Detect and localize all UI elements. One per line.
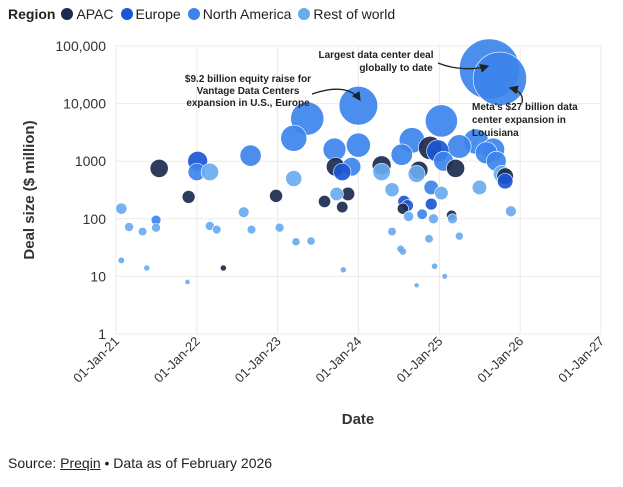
data-point-rest-of-world[interactable]	[431, 263, 438, 270]
legend-label-apac: APAC	[76, 6, 114, 22]
data-point-north-america[interactable]	[425, 104, 458, 138]
data-point-rest-of-world[interactable]	[274, 222, 285, 233]
source-prefix: Source:	[8, 455, 57, 471]
data-point-rest-of-world[interactable]	[329, 186, 344, 201]
data-point-rest-of-world[interactable]	[425, 234, 433, 243]
data-point-rest-of-world[interactable]	[151, 222, 161, 233]
data-point-apac[interactable]	[269, 189, 283, 203]
data-point-rest-of-world[interactable]	[340, 267, 347, 273]
data-point-rest-of-world[interactable]	[384, 182, 400, 198]
data-point-rest-of-world[interactable]	[454, 231, 464, 241]
data-point-rest-of-world[interactable]	[144, 265, 150, 271]
x-axis-label: Date	[342, 411, 375, 428]
data-point-rest-of-world[interactable]	[307, 237, 315, 245]
data-point-rest-of-world[interactable]	[434, 185, 449, 201]
data-point-rest-of-world[interactable]	[292, 237, 300, 246]
data-point-apac[interactable]	[396, 202, 409, 215]
legend-item-north-america[interactable]: North America	[187, 6, 292, 22]
data-point-north-america[interactable]	[338, 86, 379, 126]
data-point-rest-of-world[interactable]	[505, 205, 517, 218]
data-point-apac[interactable]	[318, 195, 331, 208]
legend-item-europe[interactable]: Europe	[120, 6, 181, 22]
annotation-largest-deal: Largest data center deal globally to date	[318, 50, 433, 74]
data-point-rest-of-world[interactable]	[137, 227, 148, 237]
data-points	[115, 38, 527, 288]
data-point-rest-of-world[interactable]	[428, 213, 439, 225]
x-tick-label: 01-Jan-21	[70, 334, 122, 386]
y-tick-label: 10,000	[63, 96, 106, 112]
annotation-meta: Meta's $27 billion data center expansion …	[472, 102, 578, 139]
legend-swatch-europe	[120, 8, 133, 20]
data-point-rest-of-world[interactable]	[246, 224, 257, 235]
legend-swatch-apac	[61, 8, 74, 20]
source-suffix: • Data as of February 2026	[104, 455, 273, 471]
data-point-apac[interactable]	[181, 190, 196, 204]
data-point-north-america[interactable]	[416, 208, 428, 220]
data-point-apac[interactable]	[220, 265, 227, 271]
data-point-rest-of-world[interactable]	[403, 210, 415, 222]
data-point-rest-of-world[interactable]	[118, 257, 125, 264]
data-point-north-america[interactable]	[346, 132, 371, 158]
data-point-europe[interactable]	[497, 173, 514, 190]
data-point-rest-of-world[interactable]	[124, 222, 134, 232]
data-point-europe[interactable]	[424, 197, 438, 211]
data-point-rest-of-world[interactable]	[372, 162, 391, 182]
x-tick-label: 01-Jan-27	[555, 334, 607, 386]
data-point-apac[interactable]	[446, 158, 465, 178]
legend-label-europe: Europe	[135, 6, 181, 22]
legend-label-rest-of-world: Rest of world	[313, 6, 396, 22]
data-point-rest-of-world[interactable]	[471, 179, 488, 196]
data-point-rest-of-world[interactable]	[212, 224, 222, 235]
x-axis-ticks: 01-Jan-21 01-Jan-22 01-Jan-23 01-Jan-24 01-J…	[70, 334, 607, 386]
data-point-rest-of-world[interactable]	[442, 273, 448, 279]
data-point-rest-of-world[interactable]	[185, 279, 190, 285]
legend-swatch-rest-of-world	[298, 8, 311, 20]
data-point-rest-of-world[interactable]	[407, 165, 426, 183]
annotation-arrow-largest-deal	[437, 62, 490, 73]
y-tick-label: 1000	[75, 153, 106, 169]
y-tick-label: 10	[90, 268, 106, 284]
y-tick-label: 100,000	[55, 38, 106, 54]
data-point-rest-of-world[interactable]	[447, 213, 458, 225]
data-point-north-america[interactable]	[280, 124, 308, 152]
legend-item-apac[interactable]: APAC	[61, 6, 114, 22]
x-tick-label: 01-Jan-22	[151, 334, 203, 386]
legend-item-rest-of-world[interactable]: Rest of world	[298, 6, 395, 22]
data-point-apac[interactable]	[149, 158, 169, 178]
annotation-vantage: $9.2 billion equity raise for Vantage Dat…	[185, 74, 311, 109]
y-axis-label: Deal size ($ million)	[21, 120, 38, 259]
x-tick-label: 01-Jan-24	[313, 334, 365, 386]
y-axis-ticks: 1 10 100 1000 10,000 100,000	[55, 38, 106, 342]
data-point-north-america[interactable]	[239, 144, 262, 167]
data-point-rest-of-world[interactable]	[200, 162, 219, 182]
legend: Region APAC Europe North America Rest of…	[8, 6, 402, 22]
data-point-europe[interactable]	[333, 162, 352, 182]
data-point-rest-of-world[interactable]	[115, 202, 128, 215]
x-tick-label: 01-Jan-25	[394, 334, 446, 386]
annotation-arrow-vantage	[311, 88, 361, 102]
annotations: $9.2 billion equity raise for Vantage Dat…	[185, 50, 578, 139]
legend-swatch-north-america	[187, 8, 200, 20]
x-tick-label: 01-Jan-26	[474, 334, 526, 386]
legend-label-north-america: North America	[202, 6, 292, 22]
data-point-rest-of-world[interactable]	[285, 170, 303, 187]
source-link[interactable]: Preqin	[60, 455, 101, 471]
y-tick-label: 100	[83, 211, 107, 227]
data-point-rest-of-world[interactable]	[387, 227, 397, 237]
x-tick-label: 01-Jan-23	[232, 334, 284, 386]
data-point-north-america[interactable]	[472, 51, 527, 106]
legend-title: Region	[8, 6, 56, 22]
y-tick-label: 1	[98, 326, 106, 342]
data-point-rest-of-world[interactable]	[238, 206, 250, 218]
source-note: Source: Preqin • Data as of February 202…	[8, 455, 272, 471]
data-point-rest-of-world[interactable]	[399, 248, 407, 255]
data-point-apac[interactable]	[336, 201, 349, 214]
data-point-rest-of-world[interactable]	[414, 283, 419, 288]
data-point-north-america[interactable]	[390, 143, 413, 166]
annotation-arrow-meta	[508, 85, 524, 104]
